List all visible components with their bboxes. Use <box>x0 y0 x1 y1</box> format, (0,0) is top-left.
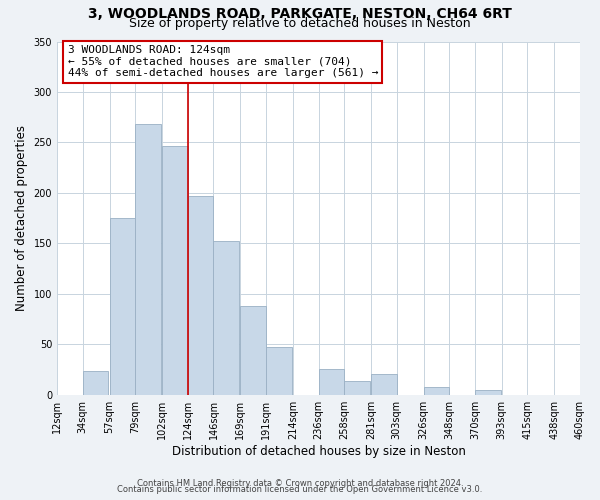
Bar <box>241 306 266 394</box>
Bar <box>188 196 214 394</box>
Bar <box>266 348 292 395</box>
Bar <box>371 374 397 394</box>
Bar <box>83 372 109 394</box>
Text: 3 WOODLANDS ROAD: 124sqm
← 55% of detached houses are smaller (704)
44% of semi-: 3 WOODLANDS ROAD: 124sqm ← 55% of detach… <box>68 45 378 78</box>
Bar <box>319 370 344 394</box>
Bar <box>214 242 239 394</box>
X-axis label: Distribution of detached houses by size in Neston: Distribution of detached houses by size … <box>172 444 466 458</box>
Bar <box>344 380 370 394</box>
Bar <box>162 146 188 394</box>
Bar <box>135 124 161 394</box>
Y-axis label: Number of detached properties: Number of detached properties <box>15 125 28 311</box>
Text: Contains HM Land Registry data © Crown copyright and database right 2024.: Contains HM Land Registry data © Crown c… <box>137 478 463 488</box>
Text: Size of property relative to detached houses in Neston: Size of property relative to detached ho… <box>129 18 471 30</box>
Bar <box>110 218 135 394</box>
Text: 3, WOODLANDS ROAD, PARKGATE, NESTON, CH64 6RT: 3, WOODLANDS ROAD, PARKGATE, NESTON, CH6… <box>88 8 512 22</box>
Text: Contains public sector information licensed under the Open Government Licence v3: Contains public sector information licen… <box>118 485 482 494</box>
Bar <box>424 386 449 394</box>
Bar <box>475 390 500 394</box>
